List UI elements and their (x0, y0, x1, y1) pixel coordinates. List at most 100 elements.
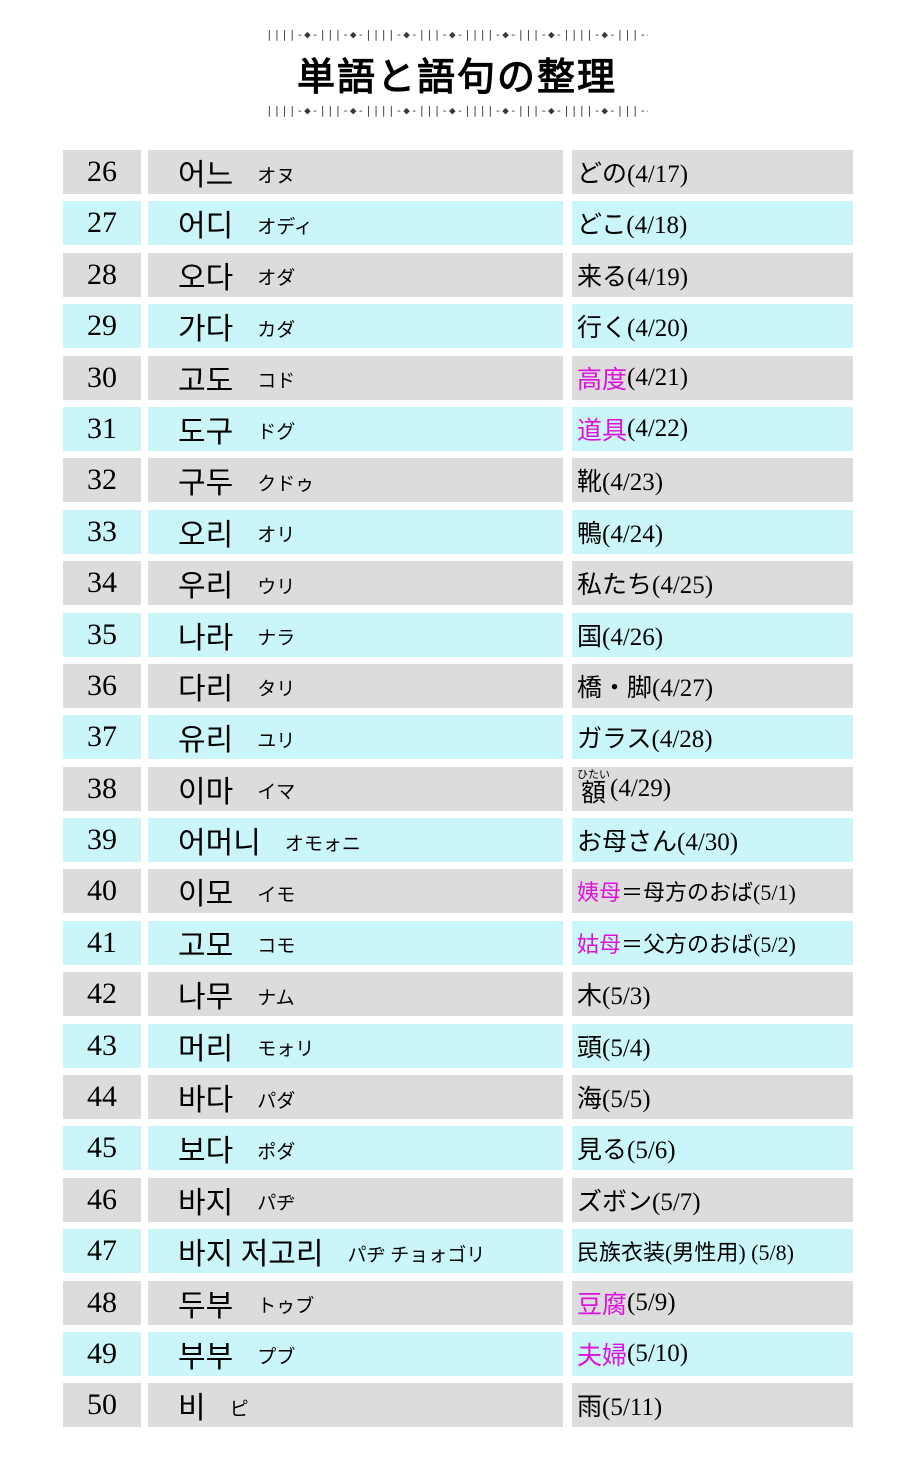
meaning-text: 橋・脚(4/27) (577, 674, 714, 702)
kana-reading: ウリ (257, 576, 296, 598)
kana-reading: コモ (257, 936, 296, 958)
table-row: 30 고도 コド 高度 (4/21) (63, 355, 853, 400)
kana-reading: ナム (257, 987, 295, 1009)
kana-reading: オリ (257, 525, 296, 547)
meaning-cell: 豆腐 (5/9) (572, 1280, 853, 1325)
word-cell: 오다 オダ (148, 252, 563, 297)
table-row: 40 이모 イモ 姨母 ＝母方のおば(5/1) (63, 869, 853, 914)
korean-word: 구두 (178, 467, 234, 501)
word-cell: 어디 オディ (148, 201, 563, 246)
korean-word: 도구 (178, 415, 234, 449)
meaning-text: 姨母 (577, 880, 622, 906)
meaning-text: 雨(5/11) (577, 1394, 663, 1422)
meaning-cell: 見る(5/6) (572, 1126, 853, 1171)
vocab-table: 26 어느 オヌ どの(4/17) 27 어디 オディ どこ(4/18) 28 오다 オダ 来る(4/… (63, 150, 853, 1435)
meaning-text: (4/22) (627, 414, 689, 442)
word-cell: 가다 カダ (148, 304, 563, 349)
kana-reading: オヌ (257, 165, 296, 187)
meaning-text: 豆腐 (577, 1291, 628, 1319)
table-row: 44 바다 パダ 海(5/5) (63, 1075, 853, 1120)
row-number: 34 (63, 561, 141, 606)
decorative-border-bottom: ||||-◆-|||-◆-||||-◆-|||-◆-||||-◆-|||-◆-|… (266, 104, 648, 117)
meaning-text: 夫婦 (577, 1342, 628, 1370)
korean-word: 어머니 (178, 827, 261, 861)
row-number: 36 (63, 663, 141, 708)
meaning-text: お母さん(4/30) (577, 829, 739, 857)
korean-word: 두부 (178, 1289, 234, 1323)
kana-reading: オダ (257, 268, 296, 290)
word-cell: 고도 コド (148, 355, 563, 400)
korean-word: 우리 (178, 570, 234, 604)
meaning-text: どこ(4/18) (577, 212, 688, 240)
kana-reading: ピ (229, 1398, 249, 1420)
row-number: 44 (63, 1075, 141, 1120)
meaning-cell: 来る(4/19) (572, 252, 853, 297)
meaning-text: 海(5/5) (577, 1086, 651, 1114)
meaning-cell: 鴨(4/24) (572, 509, 853, 554)
meaning-cell: 高度 (4/21) (572, 355, 853, 400)
kana-reading: イマ (257, 782, 296, 804)
korean-word: 바지 저고리 (178, 1238, 324, 1272)
decorative-border-top: ||||-◆-|||-◆-||||-◆-|||-◆-||||-◆-|||-◆-|… (266, 28, 648, 41)
word-cell: 어느 オヌ (148, 150, 563, 194)
word-cell: 바지 저고리 パヂ チョォゴリ (148, 1229, 563, 1274)
word-cell: 나라 ナラ (148, 612, 563, 657)
meaning-cell: 靴(4/23) (572, 458, 853, 503)
word-cell: 바다 パダ (148, 1075, 563, 1120)
row-number: 46 (63, 1177, 141, 1222)
meaning-cell: 道具 (4/22) (572, 406, 853, 451)
meaning-text: (4/21) (627, 363, 689, 391)
korean-word: 나라 (178, 621, 234, 655)
korean-word: 바지 (178, 1186, 234, 1220)
table-row: 26 어느 オヌ どの(4/17) (63, 150, 853, 194)
kana-reading: パヂ (257, 1193, 296, 1215)
meaning-text: 額 (577, 779, 610, 807)
meaning-cell: お母さん(4/30) (572, 818, 853, 863)
meaning-cell: ズボン(5/7) (572, 1177, 853, 1222)
meaning-cell: 行く(4/20) (572, 304, 853, 349)
meaning-text: 高度 (577, 366, 628, 394)
table-row: 29 가다 カダ 行く(4/20) (63, 304, 853, 349)
word-cell: 고모 コモ (148, 920, 563, 965)
meaning-cell: どこ(4/18) (572, 201, 853, 246)
korean-word: 가다 (178, 313, 234, 347)
meaning-cell: 民族衣装(男性用) (5/8) (572, 1229, 853, 1274)
meaning-text: ＝父方のおば(5/2) (621, 931, 796, 957)
korean-word: 오다 (178, 261, 234, 295)
korean-word: 나무 (178, 981, 234, 1015)
word-cell: 두부 トゥブ (148, 1280, 563, 1325)
table-row: 42 나무 ナム 木(5/3) (63, 972, 853, 1017)
meaning-cell: 夫婦 (5/10) (572, 1331, 853, 1376)
meaning-cell: 国(4/26) (572, 612, 853, 657)
row-number: 37 (63, 715, 141, 760)
meaning-text: ガラス(4/28) (577, 726, 713, 754)
meaning-text: 民族衣装(男性用) (5/8) (577, 1240, 794, 1266)
table-row: 31 도구 ドグ 道具 (4/22) (63, 406, 853, 451)
korean-word: 부부 (178, 1340, 234, 1374)
korean-word: 고모 (178, 929, 234, 963)
row-number: 47 (63, 1229, 141, 1274)
kana-reading: コド (257, 371, 296, 393)
meaning-cell: 橋・脚(4/27) (572, 663, 853, 708)
korean-word: 머리 (178, 1032, 234, 1066)
meaning-text: 来る(4/19) (577, 263, 689, 291)
table-row: 43 머리 モォリ 頭(5/4) (63, 1023, 853, 1068)
table-row: 47 바지 저고리 パヂ チョォゴリ 民族衣装(男性用) (5/8) (63, 1229, 853, 1274)
meaning-cell: 海(5/5) (572, 1075, 853, 1120)
kana-reading: モォリ (257, 1039, 315, 1061)
table-row: 27 어디 オディ どこ(4/18) (63, 201, 853, 246)
meaning-cell: 姑母 ＝父方のおば(5/2) (572, 920, 853, 965)
word-cell: 이모 イモ (148, 869, 563, 914)
kana-reading: パダ (257, 1090, 296, 1112)
table-row: 41 고모 コモ 姑母 ＝父方のおば(5/2) (63, 920, 853, 965)
row-number: 41 (63, 920, 141, 965)
meaning-text: 道具 (577, 417, 628, 445)
row-number: 32 (63, 458, 141, 503)
meaning-cell: 木(5/3) (572, 972, 853, 1017)
kana-reading: オモォニ (284, 833, 361, 855)
meaning-text: どの(4/17) (577, 161, 689, 188)
row-number: 43 (63, 1023, 141, 1068)
table-row: 32 구두 クドゥ 靴(4/23) (63, 458, 853, 503)
korean-word: 오리 (178, 518, 234, 552)
table-row: 28 오다 オダ 来る(4/19) (63, 252, 853, 297)
